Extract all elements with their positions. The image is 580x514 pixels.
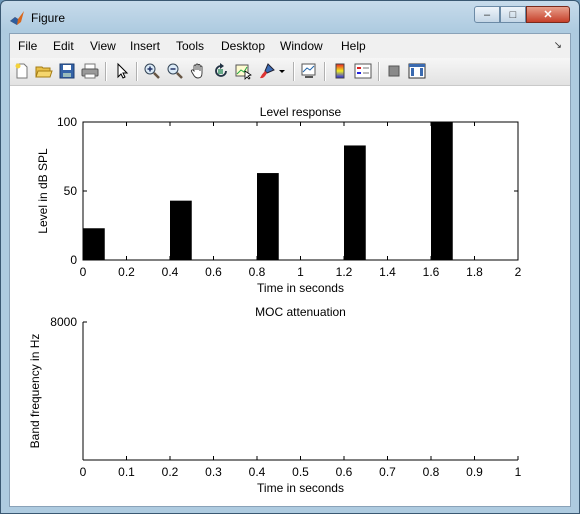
x-tick-label: 1 xyxy=(297,265,304,279)
menu-help[interactable]: Help xyxy=(341,39,366,53)
x-tick-label: 1.8 xyxy=(466,265,483,279)
x-tick-label: 1 xyxy=(515,465,522,479)
menu-window[interactable]: Window xyxy=(280,39,323,53)
menu-bar: File Edit View Insert Tools Desktop Wind… xyxy=(10,34,570,58)
x-axis-label: Time in seconds xyxy=(257,481,344,495)
y-tick-label: 100 xyxy=(57,115,77,129)
x-tick-label: 0.8 xyxy=(423,465,440,479)
rotate-3d-icon[interactable] xyxy=(212,62,230,80)
y-tick-label: 50 xyxy=(64,184,78,198)
brush-dropdown-icon[interactable] xyxy=(277,62,287,80)
menu-desktop[interactable]: Desktop xyxy=(221,39,266,53)
matlab-logo-icon xyxy=(10,11,24,25)
x-tick-label: 0.2 xyxy=(118,265,135,279)
chart-title: MOC attenuation xyxy=(255,305,346,319)
x-tick-label: 0 xyxy=(80,265,87,279)
brush-icon[interactable] xyxy=(258,62,276,80)
menu-file[interactable]: File xyxy=(18,39,38,53)
minimize-button[interactable]: – xyxy=(474,6,500,23)
x-tick-label: 2 xyxy=(515,265,522,279)
close-button[interactable]: ✕ xyxy=(526,6,570,23)
figure-toolbar xyxy=(10,58,570,86)
bar xyxy=(431,122,453,260)
y-axis-label: Level in dB SPL xyxy=(36,148,50,234)
axes-box xyxy=(83,322,518,460)
x-tick-label: 0.9 xyxy=(466,465,483,479)
y-tick-label: 0 xyxy=(70,253,77,267)
x-tick-label: 1.6 xyxy=(423,265,440,279)
x-tick-label: 0.3 xyxy=(205,465,222,479)
title-bar[interactable]: Figure – □ ✕ xyxy=(1,1,579,33)
link-plot-icon[interactable] xyxy=(300,62,318,80)
x-tick-label: 0.1 xyxy=(118,465,135,479)
toolbar-separator xyxy=(105,62,107,81)
x-tick-label: 0.4 xyxy=(249,465,266,479)
toolbar-separator xyxy=(324,62,326,81)
x-tick-label: 1.4 xyxy=(379,265,396,279)
zoom-in-icon[interactable] xyxy=(143,62,161,80)
figure-canvas: Level response Time in seconds Level in … xyxy=(28,105,522,495)
edit-plot-arrow-icon[interactable] xyxy=(113,62,131,80)
bar xyxy=(257,173,279,260)
window-title: Figure xyxy=(31,11,66,25)
x-axis-label: Time in seconds xyxy=(257,281,344,295)
menu-tools[interactable]: Tools xyxy=(176,39,205,53)
bar xyxy=(344,145,366,260)
moc-attenuation-axes[interactable]: MOC attenuation Time in seconds Band fre… xyxy=(28,305,522,495)
open-file-icon[interactable] xyxy=(35,62,53,80)
y-axis-label: Band frequency in Hz xyxy=(28,334,42,449)
maximize-icon: □ xyxy=(509,8,517,21)
bar xyxy=(83,228,105,260)
toolbar-separator xyxy=(136,62,138,81)
x-tick-label: 0.2 xyxy=(162,465,179,479)
x-tick-label: 0.6 xyxy=(205,265,222,279)
close-icon: ✕ xyxy=(543,9,553,21)
hide-plot-tools-icon[interactable] xyxy=(385,62,403,80)
pan-hand-icon[interactable] xyxy=(189,62,207,80)
x-tick-label: 0.7 xyxy=(379,465,396,479)
chart-title: Level response xyxy=(260,105,342,119)
data-cursor-icon[interactable] xyxy=(235,62,253,80)
minimize-icon: – xyxy=(483,8,491,21)
level-response-axes[interactable]: Level response Time in seconds Level in … xyxy=(36,105,522,295)
menu-view[interactable]: View xyxy=(90,39,116,53)
print-icon[interactable] xyxy=(81,62,99,80)
dock-arrow-icon[interactable]: ↘ xyxy=(553,40,562,51)
menu-edit[interactable]: Edit xyxy=(53,39,74,53)
maximize-button[interactable]: □ xyxy=(500,6,526,23)
x-tick-label: 1.2 xyxy=(336,265,353,279)
figure-client-area: File Edit View Insert Tools Desktop Wind… xyxy=(9,33,571,507)
toolbar-separator xyxy=(378,62,380,81)
colorbar-icon[interactable] xyxy=(331,62,349,80)
legend-icon[interactable] xyxy=(354,62,372,80)
x-tick-label: 0.4 xyxy=(162,265,179,279)
show-plot-tools-icon[interactable] xyxy=(408,62,426,80)
x-tick-label: 0.6 xyxy=(336,465,353,479)
bar xyxy=(170,200,192,260)
x-tick-label: 0.5 xyxy=(292,465,309,479)
menu-insert[interactable]: Insert xyxy=(130,39,161,53)
x-tick-label: 0.8 xyxy=(249,265,266,279)
zoom-out-icon[interactable] xyxy=(166,62,184,80)
y-tick-label: 8000 xyxy=(50,315,77,329)
save-icon[interactable] xyxy=(58,62,76,80)
new-figure-icon[interactable] xyxy=(13,62,31,80)
x-tick-label: 0 xyxy=(80,465,87,479)
toolbar-separator xyxy=(293,62,295,81)
plot-area: Level response Time in seconds Level in … xyxy=(10,86,570,506)
